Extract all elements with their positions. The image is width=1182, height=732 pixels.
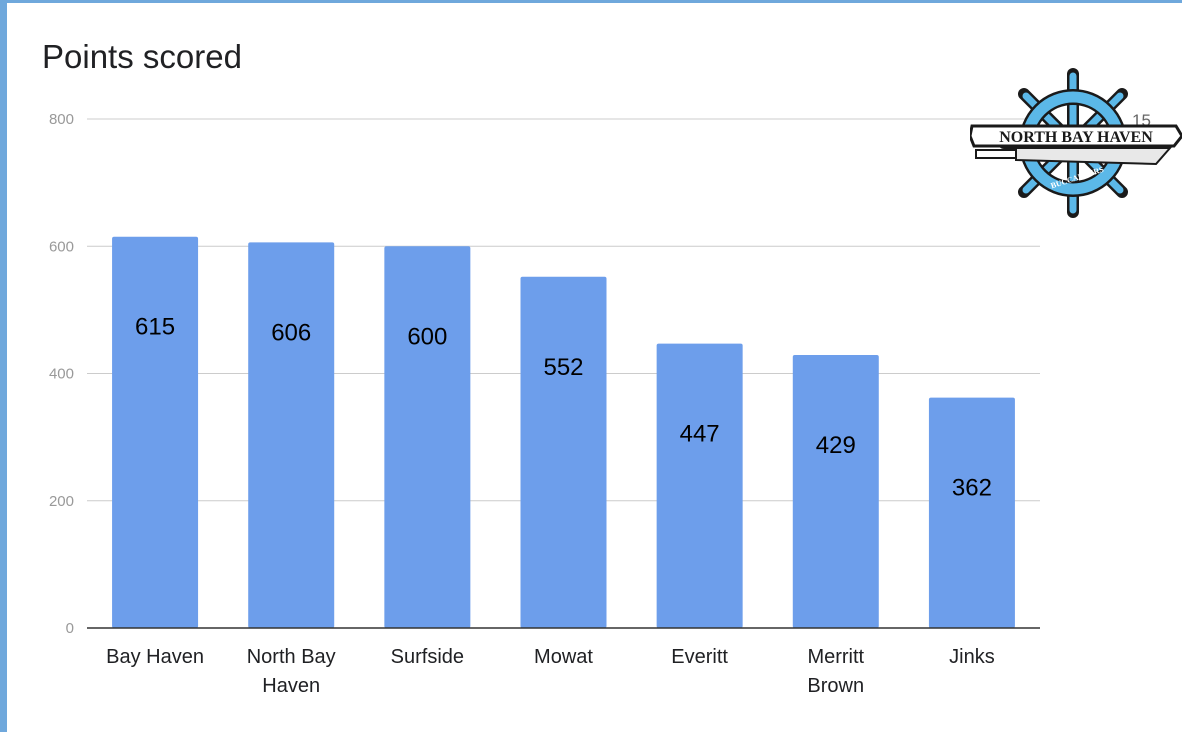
bar: [792, 355, 879, 628]
logo-text: NORTH BAY HAVEN: [999, 129, 1153, 146]
frame-top-border: [0, 0, 1182, 3]
x-tick-label: Mowat: [534, 646, 593, 668]
bar: [384, 246, 471, 628]
x-tick-label: Haven: [262, 675, 320, 697]
x-tick-label: Merritt: [807, 646, 864, 668]
y-tick-label: 200: [49, 493, 74, 510]
bar: [112, 236, 199, 629]
north-bay-haven-logo: 15 NORTH BAY HAVEN BUCCANEERS: [970, 68, 1182, 218]
x-tick-label: Everitt: [671, 646, 728, 668]
sword-icon: [975, 147, 1173, 166]
y-tick-label: 600: [49, 238, 74, 255]
x-tick-label: Jinks: [949, 646, 995, 668]
data-label: 362: [952, 475, 992, 502]
bar: [520, 276, 607, 628]
y-tick-label: 400: [49, 366, 74, 383]
x-tick-label: Brown: [807, 675, 864, 697]
y-tick-label: 800: [49, 111, 74, 128]
x-tick-label: Surfside: [391, 646, 464, 668]
bar: [248, 242, 335, 628]
x-tick-label: Bay Haven: [106, 646, 204, 668]
data-label: 615: [135, 314, 175, 341]
y-tick-label: 0: [66, 620, 74, 637]
data-label: 429: [816, 432, 856, 459]
frame-left-border: [0, 0, 7, 732]
chart-title: Points scored: [42, 38, 242, 75]
data-label: 606: [271, 319, 311, 346]
data-label: 600: [407, 323, 447, 350]
bar: [928, 397, 1015, 628]
data-label: 552: [543, 354, 583, 381]
bar: [656, 343, 743, 628]
logo-banner: NORTH BAY HAVEN: [970, 124, 1182, 148]
data-label: 447: [680, 421, 720, 448]
x-tick-label: North Bay: [247, 646, 336, 668]
